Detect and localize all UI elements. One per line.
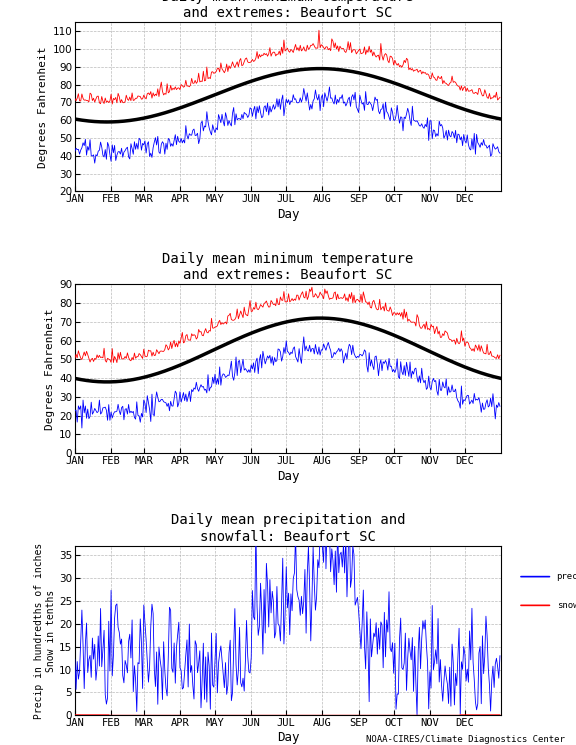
Text: precip: precip: [556, 572, 576, 581]
Y-axis label: Precip in hundredths of inches
Snow in tenths: Precip in hundredths of inches Snow in t…: [35, 542, 56, 719]
X-axis label: Day: Day: [276, 209, 300, 221]
Y-axis label: Degrees Fahrenheit: Degrees Fahrenheit: [45, 308, 55, 430]
X-axis label: Day: Day: [276, 470, 300, 484]
Text: NOAA-CIRES/Climate Diagnostics Center: NOAA-CIRES/Climate Diagnostics Center: [366, 735, 564, 744]
Title: Daily mean precipitation and
snowfall: Beaufort SC: Daily mean precipitation and snowfall: B…: [170, 513, 406, 544]
Title: Daily mean minimum temperature
and extremes: Beaufort SC: Daily mean minimum temperature and extre…: [162, 252, 414, 282]
Title: Daily mean maximum temperature
and extremes: Beaufort SC: Daily mean maximum temperature and extre…: [162, 0, 414, 20]
X-axis label: Day: Day: [276, 731, 300, 744]
Text: snow: snow: [556, 601, 576, 610]
Y-axis label: Degrees Fahrenheit: Degrees Fahrenheit: [38, 46, 48, 168]
